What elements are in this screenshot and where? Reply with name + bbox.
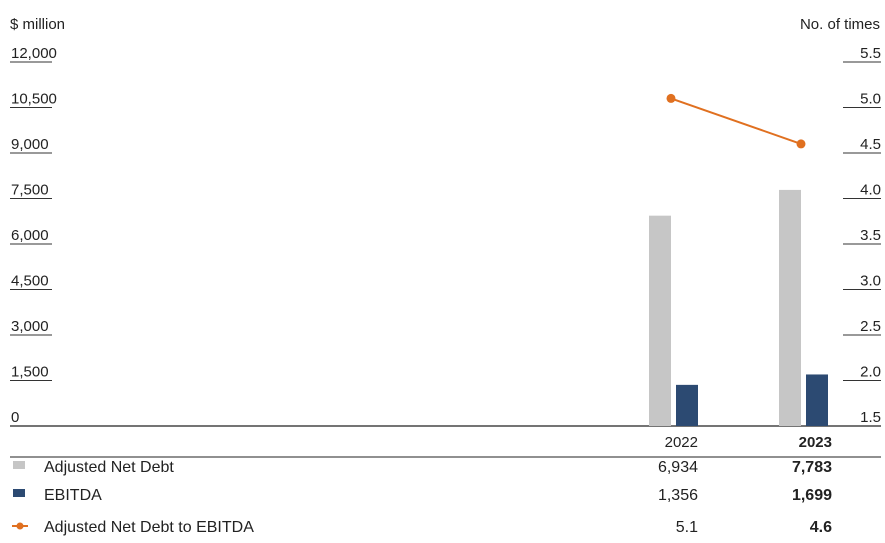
right-tick-label: 3.5: [860, 227, 881, 244]
left-tick-label: 1,500: [11, 364, 49, 381]
right-tick-label: 4.0: [860, 182, 881, 199]
left-tick-label: 4,500: [11, 273, 49, 290]
data-label-1-2022: 1,356: [658, 487, 698, 504]
left-tick-label: 0: [11, 409, 19, 426]
legend-swatch-marker: [16, 522, 24, 530]
bar-ebitda-2023: [806, 374, 828, 426]
data-label-2-2022: 5.1: [676, 519, 698, 536]
bar-adjusted-net-debt-2023: [779, 189, 801, 426]
left-tick-label: 9,000: [11, 136, 49, 153]
bar-adjusted-net-debt-2022: [649, 215, 671, 426]
line-point-2022: [666, 93, 676, 103]
data-label-2-2023: 4.6: [810, 519, 832, 536]
line-adjusted-net-debt-to-ebitda: [670, 97, 802, 145]
legend-label-2: Adjusted Net Debt to EBITDA: [44, 519, 254, 536]
bar-ebitda-2022: [676, 384, 698, 426]
category-label-2023: 2023: [799, 434, 832, 451]
legend-swatch-0: [13, 461, 25, 469]
left-tick-label: 3,000: [11, 318, 49, 335]
right-tick-label: 5.0: [860, 91, 881, 108]
category-label-2022: 2022: [665, 434, 698, 451]
left-tick-label: 12,000: [11, 45, 57, 62]
right-tick-label: 1.5: [860, 409, 881, 426]
left-tick-label: 7,500: [11, 182, 49, 199]
data-label-0-2022: 6,934: [658, 459, 698, 476]
right-tick-label: 5.5: [860, 45, 881, 62]
right-tick-label: 4.5: [860, 136, 881, 153]
left-tick-label: 10,500: [11, 91, 57, 108]
legend-swatch-1: [13, 489, 25, 497]
line-point-2023: [796, 139, 806, 149]
left-tick-label: 6,000: [11, 227, 49, 244]
right-tick-label: 3.0: [860, 273, 881, 290]
data-label-0-2023: 7,783: [792, 459, 832, 476]
legend-label-0: Adjusted Net Debt: [44, 459, 174, 476]
left-axis-title: $ million: [10, 16, 65, 33]
data-label-1-2023: 1,699: [792, 487, 832, 504]
legend-label-1: EBITDA: [44, 487, 102, 504]
right-tick-label: 2.5: [860, 318, 881, 335]
right-tick-label: 2.0: [860, 364, 881, 381]
right-axis-title: No. of times: [800, 16, 880, 33]
